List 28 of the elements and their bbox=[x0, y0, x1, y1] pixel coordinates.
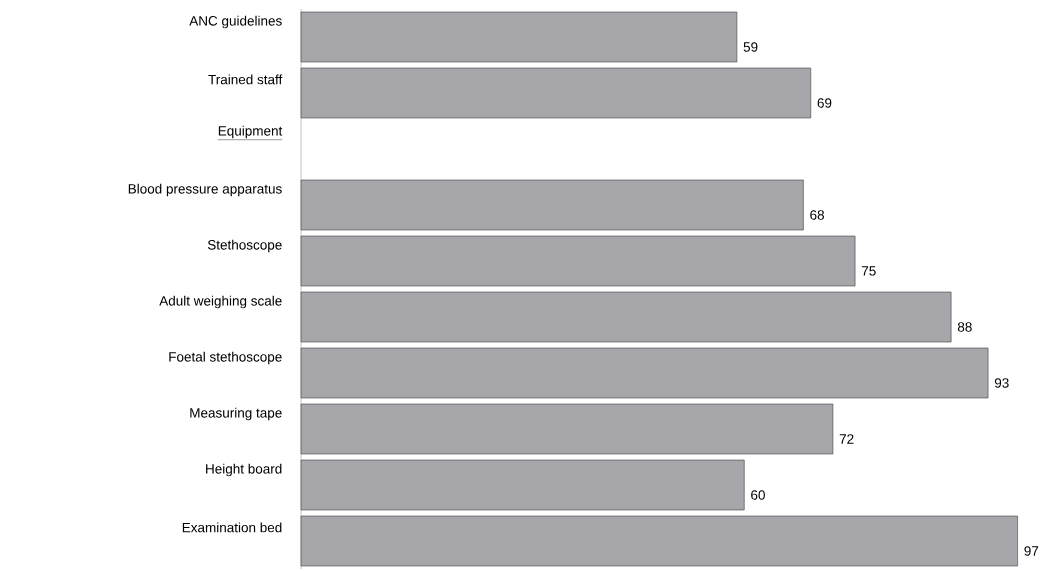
bar bbox=[300, 179, 804, 231]
y-tick-label: Measuring tape bbox=[190, 407, 282, 421]
bar bbox=[300, 291, 952, 343]
data-label: 75 bbox=[861, 266, 876, 276]
data-label: 59 bbox=[743, 42, 758, 52]
y-tick-label: Foetal stethoscope bbox=[169, 351, 282, 365]
bar bbox=[300, 515, 1018, 567]
data-label: 97 bbox=[1024, 546, 1039, 556]
data-label: 68 bbox=[810, 210, 824, 220]
y-tick-label: Trained staff bbox=[208, 74, 283, 85]
data-label: 93 bbox=[994, 378, 1009, 388]
bar bbox=[300, 459, 745, 511]
data-label: 60 bbox=[751, 490, 765, 500]
bar bbox=[300, 235, 856, 287]
y-tick-label: ANC guidelines bbox=[189, 15, 282, 29]
bar bbox=[300, 67, 812, 119]
y-tick-label: Height board bbox=[206, 463, 282, 477]
bar bbox=[300, 347, 989, 399]
data-label: 69 bbox=[817, 98, 832, 108]
bar bbox=[300, 403, 834, 455]
y-tick-label: Examination bed bbox=[182, 522, 282, 533]
y-tick-label: Adult weighing scale bbox=[159, 295, 282, 309]
y-tick-label: Blood pressure apparatus bbox=[128, 183, 282, 197]
y-tick-label: Stethoscope bbox=[207, 239, 282, 253]
bar bbox=[300, 11, 738, 63]
y-tick-label: Equipment bbox=[218, 125, 283, 139]
data-label: 72 bbox=[839, 434, 854, 444]
data-label: 88 bbox=[957, 322, 972, 332]
